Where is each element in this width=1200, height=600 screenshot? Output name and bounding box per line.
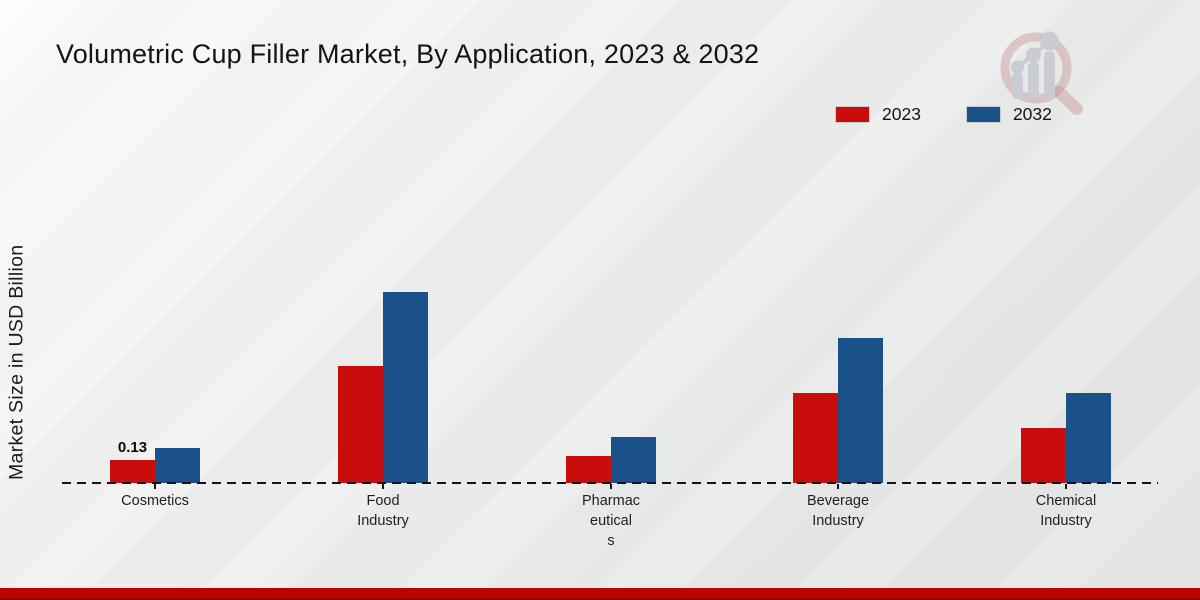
bar-2032-chemical-industry: [1066, 393, 1111, 483]
x-tick-food-industry: [382, 484, 384, 489]
legend: 2023 2032: [836, 100, 1052, 128]
x-tick-label-chemical-industry: Chemical Industry: [1035, 493, 1097, 529]
x-tick-label-pharmaceuticals: Pharmac eutical s: [581, 493, 641, 549]
x-tick-pharmaceuticals: [610, 484, 612, 489]
x-tick-beverage-industry: [837, 484, 839, 489]
magnifier-bar-chart-logo-icon: [1000, 31, 1083, 115]
legend-swatch-2032: [966, 106, 1000, 122]
bar-2032-food-industry: [383, 292, 428, 483]
legend-label-2023: 2023: [882, 103, 921, 124]
bar-2032-beverage-industry: [838, 338, 883, 483]
bar-2032-pharmaceuticals: [611, 437, 656, 483]
bar-2023-beverage-industry: [793, 393, 838, 483]
bar-2023-cosmetics: [110, 460, 155, 483]
legend-swatch-2023: [836, 106, 869, 122]
legend-item-2032: 2032: [966, 103, 1052, 125]
legend-item-2023: 2023: [836, 104, 921, 125]
x-tick-cosmetics: [154, 484, 156, 489]
footer-accent-bar: [0, 588, 1200, 600]
chart-title: Volumetric Cup Filler Market, By Applica…: [56, 39, 760, 69]
legend-label-2032: 2032: [1012, 103, 1052, 124]
bar-2032-cosmetics: [155, 448, 200, 483]
x-tick-label-cosmetics: Cosmetics: [121, 493, 189, 509]
x-tick-label-beverage-industry: Beverage Industry: [806, 493, 870, 529]
x-tick-chemical-industry: [1065, 484, 1067, 489]
x-axis-baseline: [62, 482, 1158, 484]
data-label-2023-cosmetics: 0.13: [117, 439, 148, 456]
bar-2023-chemical-industry: [1021, 428, 1066, 483]
bar-2023-food-industry: [338, 366, 383, 483]
x-tick-label-food-industry: Food Industry: [357, 493, 409, 529]
bar-2023-pharmaceuticals: [566, 456, 611, 483]
